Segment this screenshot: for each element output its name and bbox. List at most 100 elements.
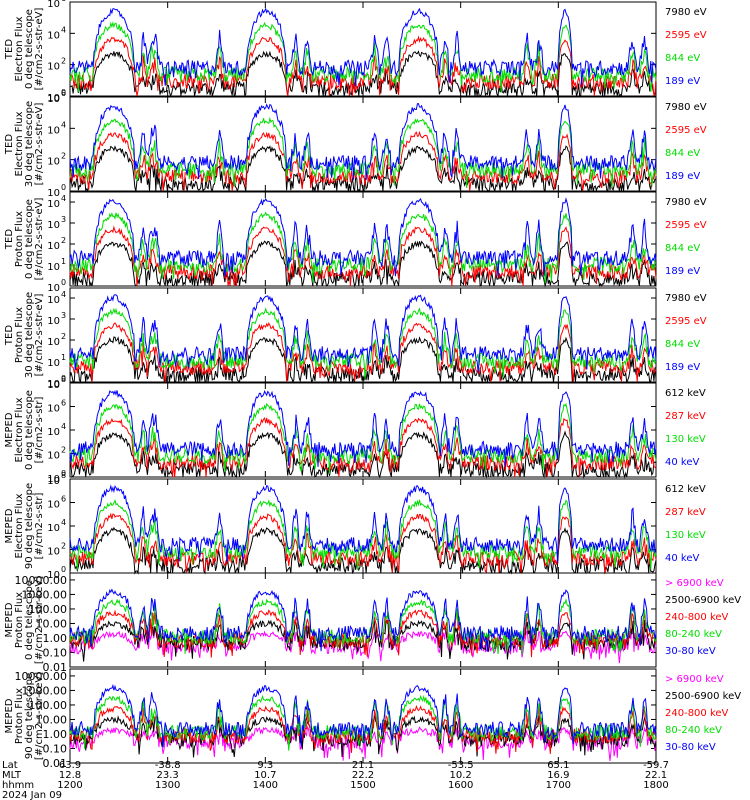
legend-entry: 2500-6900 keV xyxy=(665,691,741,702)
y-axis-label-line: 0 deg telescope xyxy=(24,9,35,89)
legend-entry: 2595 eV xyxy=(665,316,707,327)
footer-row-value: 22.2 xyxy=(352,770,374,781)
y-axis-label-line: [#/cm2-s-str-keV] xyxy=(34,672,45,760)
y-tick-mantissa: 10 xyxy=(47,62,60,73)
y-tick-exponent: 8 xyxy=(61,471,66,480)
y-tick-exponent: 2 xyxy=(61,152,66,161)
y-tick-label: 10 xyxy=(47,199,60,210)
y-axis-label-line: 90 deg telescope xyxy=(24,483,35,569)
footer-row-value: -53.5 xyxy=(448,760,474,771)
legend-entry: 844 eV xyxy=(665,148,700,159)
date-label: 2024 Jan 09 xyxy=(2,790,62,800)
y-tick-label: 0.10 xyxy=(43,742,68,755)
y-tick-exponent: 3 xyxy=(61,311,66,320)
legend-entry: 189 eV xyxy=(665,171,700,182)
y-tick-label: 10 xyxy=(47,500,60,511)
y-tick-label: 10 xyxy=(47,283,60,294)
series-line xyxy=(69,484,657,563)
y-axis-label-line: Proton Flux xyxy=(14,211,25,267)
y-tick-exponent: 2 xyxy=(61,57,66,66)
y-tick-label: 1000.00 xyxy=(22,684,68,697)
series-line xyxy=(69,50,657,98)
y-tick-mantissa: 10 xyxy=(47,570,60,581)
legend-entry: 40 keV xyxy=(665,553,699,564)
y-tick-label: 10 xyxy=(47,188,60,199)
y-axis-label-line: TED xyxy=(4,229,15,250)
y-axis-label-line: Electron Flux xyxy=(14,397,25,462)
y-axis-label: TEDProton Flux0 deg telescope[#/cm2-s-st… xyxy=(4,198,45,281)
series-line xyxy=(69,7,657,87)
legend-entry: 40 keV xyxy=(665,457,699,468)
y-tick-mantissa: 10 xyxy=(47,241,60,252)
y-tick-exponent: 2 xyxy=(61,236,66,245)
footer-row-value: 65.1 xyxy=(547,760,569,771)
series-line xyxy=(69,130,657,192)
footer-row-value: 63.9 xyxy=(59,760,81,771)
footer-row-value: 21.1 xyxy=(352,760,374,771)
y-tick-label: 10 xyxy=(47,220,60,231)
y-tick-label: 10 xyxy=(47,295,60,306)
legend-entry: 240-800 keV xyxy=(665,708,729,719)
y-tick-exponent: 4 xyxy=(61,422,66,431)
y-tick-exponent: 2 xyxy=(61,332,66,341)
y-tick-exponent: 2 xyxy=(61,542,66,551)
y-tick-mantissa: 10 xyxy=(47,358,60,369)
y-tick-label: 10 xyxy=(47,523,60,534)
y-tick-exponent: 6 xyxy=(61,399,66,408)
y-tick-mantissa: 10 xyxy=(47,220,60,231)
y-tick-mantissa: 10 xyxy=(47,523,60,534)
y-tick-exponent: 6 xyxy=(61,0,66,3)
y-tick-exponent: 4 xyxy=(61,194,66,203)
y-tick-exponent: 0 xyxy=(61,88,66,97)
y-tick-label: 0.01 xyxy=(43,757,68,770)
y-tick-mantissa: 10 xyxy=(47,93,60,104)
y-axis-label-line: [#/cm2-s-str-eV] xyxy=(34,103,45,186)
y-axis-label-line: [#/cm2-s-str] xyxy=(34,396,45,463)
y-tick-mantissa: 10 xyxy=(47,94,60,105)
y-tick-exponent: 8 xyxy=(61,375,66,384)
series-line xyxy=(69,103,657,181)
y-tick-mantissa: 10 xyxy=(47,283,60,294)
legend-entry: 287 keV xyxy=(665,411,706,422)
y-tick-exponent: 0 xyxy=(61,469,66,478)
y-tick-label: 0.10 xyxy=(43,646,68,659)
series-line xyxy=(69,240,657,288)
footer-row-label: Lat xyxy=(2,760,18,771)
y-axis-label: TEDElectron Flux0 deg telescope[#/cm2-s-… xyxy=(4,8,45,91)
footer-row-value: 1700 xyxy=(546,780,571,791)
y-tick-mantissa: 10 xyxy=(47,188,60,199)
y-tick-label: 10.00 xyxy=(36,617,68,630)
y-tick-exponent: 2 xyxy=(61,446,66,455)
y-tick-label: 10 xyxy=(47,547,60,558)
legend-entry: 2595 eV xyxy=(665,125,707,136)
y-tick-label: 10 xyxy=(47,125,60,136)
y-tick-label: 1000.00 xyxy=(22,588,68,601)
footer-row-value: 1400 xyxy=(253,780,278,791)
y-tick-label: 1.00 xyxy=(43,632,68,645)
footer-row-value: 1600 xyxy=(448,780,473,791)
y-axis-label: MEPEDElectron Flux90 deg telescope[#/cm2… xyxy=(4,483,45,569)
y-axis-label-line: [#/cm2-s-str-keV] xyxy=(34,576,45,664)
y-tick-exponent: 4 xyxy=(61,120,66,129)
y-tick-exponent: 3 xyxy=(61,215,66,224)
y-axis-label-line: [#/cm2-s-str] xyxy=(34,492,45,559)
y-tick-label: 10 xyxy=(47,93,60,104)
legend-entry: 612 keV xyxy=(665,388,706,399)
footer-row-value: 16.9 xyxy=(547,770,569,781)
footer-row-value: 1800 xyxy=(643,780,668,791)
y-tick-exponent: 0 xyxy=(61,183,66,192)
footer-row-value: 23.3 xyxy=(157,770,179,781)
y-tick-label: 10 xyxy=(47,379,60,390)
legend-entry: 844 eV xyxy=(665,53,700,64)
legend-entry: 7980 eV xyxy=(665,293,707,304)
y-tick-mantissa: 10 xyxy=(47,337,60,348)
footer-row-value: 1200 xyxy=(57,780,82,791)
series-line xyxy=(69,307,657,379)
y-tick-mantissa: 10 xyxy=(47,474,60,485)
y-tick-label: 10.00 xyxy=(36,713,68,726)
legend-entry: 7980 eV xyxy=(665,197,707,208)
series-line xyxy=(69,430,657,479)
